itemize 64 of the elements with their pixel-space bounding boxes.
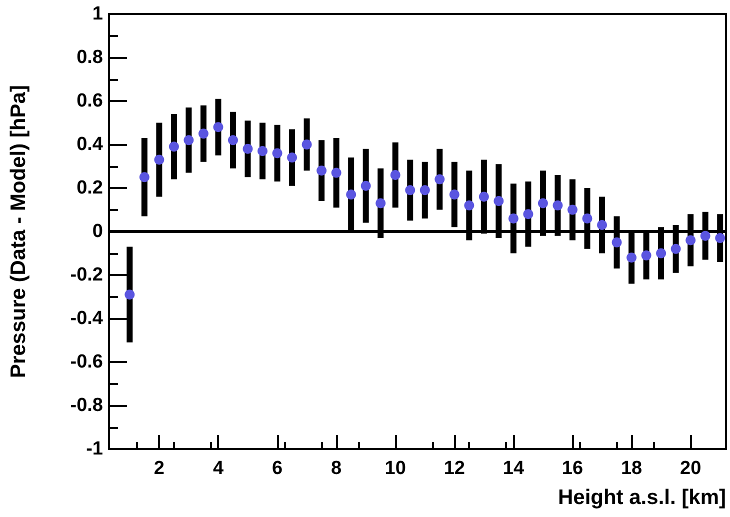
point [124,290,135,300]
point [508,213,518,224]
point [331,168,342,178]
y-tick-label: 0.6 [76,90,103,112]
point [316,166,327,176]
point [154,154,164,165]
x-tick-label: 14 [502,458,524,479]
x-tick-label: 8 [331,458,342,479]
point [656,248,666,258]
point [213,122,224,132]
y-tick-label: -0.2 [70,264,103,286]
x-tick-label: 4 [212,458,224,479]
x-tick-label: 2 [154,458,164,479]
point [242,144,253,154]
point [390,170,400,180]
point [287,152,298,163]
y-tick-label: -0.4 [70,308,104,329]
x-tick-label: 12 [444,458,465,479]
point [376,198,386,208]
y-tick-label: -0.8 [70,395,103,416]
point [434,174,445,184]
y-tick-label: 0 [92,221,103,242]
point [568,204,578,215]
x-tick-label: 20 [680,458,702,479]
point [552,200,563,210]
y-tick-label: 0.2 [76,178,103,198]
x-axis-title: Height a.s.l. [km] [558,486,726,509]
point [184,135,194,146]
point [597,220,608,230]
point [700,230,710,241]
point [198,128,208,139]
y-axis-title: Pressure (Data - Model) [hPa] [7,85,30,378]
point [228,135,238,146]
point [420,185,430,196]
y-tick-label: -1 [86,438,104,460]
point [272,148,282,158]
point [523,209,534,220]
point [538,198,548,208]
point [302,140,312,150]
x-tick-label: 16 [562,458,584,479]
point [478,192,489,202]
point [626,252,637,263]
x-tick-label: 10 [384,458,406,479]
x-tick-label: 6 [272,458,283,479]
point [258,146,268,156]
x-tick-label: 18 [620,458,642,479]
point [405,185,416,196]
point [612,237,622,248]
point [449,190,460,200]
point [582,213,592,224]
point [139,172,150,182]
point [715,233,726,244]
y-tick-label: -0.6 [70,352,103,372]
point [494,196,504,206]
y-tick-label: 0.8 [76,47,103,68]
point [641,250,652,260]
point [670,244,681,254]
point [346,190,356,200]
point [360,180,371,191]
point [464,200,474,210]
point [168,142,179,152]
y-tick-label: 0.4 [76,134,104,155]
point [686,235,696,246]
y-tick-label: 1 [92,4,104,24]
